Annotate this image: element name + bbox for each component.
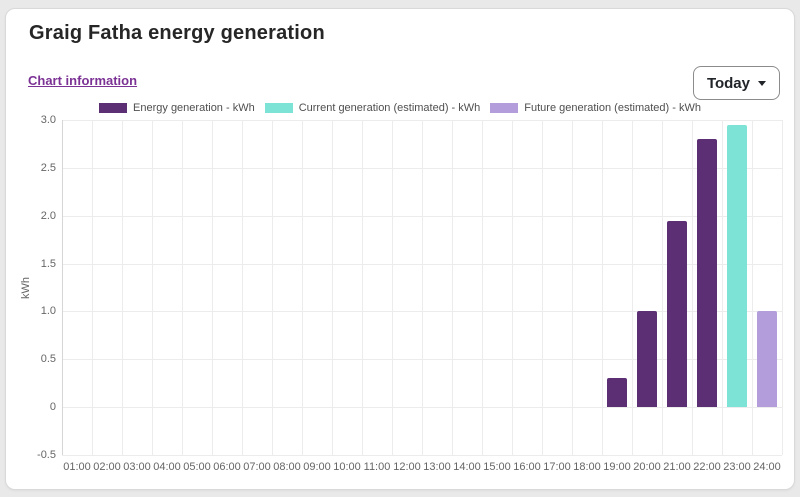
vertical-gridline [392,120,393,455]
vertical-gridline [662,120,663,455]
vertical-gridline [302,120,303,455]
x-tick-label: 18:00 [573,461,601,473]
legend-swatch-icon [264,103,293,113]
x-tick-label: 02:00 [93,461,121,473]
vertical-gridline [422,120,423,455]
vertical-gridline [182,120,183,455]
y-tick-label: 2.0 [40,209,56,222]
x-tick-label: 14:00 [453,461,481,473]
x-tick-label: 05:00 [183,461,211,473]
x-tick-label: 22:00 [693,461,721,473]
period-dropdown-label: Today [706,74,750,92]
horizontal-gridline [62,455,782,456]
vertical-gridline [482,120,483,455]
legend-item-label: Energy generation - kWh [133,102,255,114]
vertical-gridline [92,120,93,455]
vertical-gridline [242,120,243,455]
x-tick-label: 10:00 [333,461,361,473]
vertical-gridline [212,120,213,455]
x-tick-label: 09:00 [303,461,331,473]
x-tick-label: 01:00 [63,461,91,473]
legend-swatch-icon [490,103,519,113]
x-tick-label: 17:00 [543,461,571,473]
vertical-gridline [722,120,723,455]
x-tick-label: 04:00 [153,461,181,473]
y-tick-label: 2.5 [40,161,56,174]
vertical-gridline [362,120,363,455]
x-tick-label: 07:00 [243,461,271,473]
vertical-gridline [632,120,633,455]
vertical-gridline [512,120,513,455]
legend-swatch-icon [99,103,128,113]
x-tick-label: 16:00 [513,461,541,473]
x-tick-label: 23:00 [723,461,751,473]
vertical-gridline [452,120,453,455]
x-tick-label: 19:00 [603,461,631,473]
y-tick-label: 3.0 [40,114,56,126]
vertical-gridline [782,120,783,455]
chart-legend: Energy generation - kWh Current generatio… [6,102,794,114]
y-tick-label: -0.5 [37,449,56,461]
x-tick-label: 11:00 [363,461,391,473]
bar-22:00-energy[interactable] [697,139,717,408]
y-axis-tick-labels: 3.0 2.5 2.0 1.5 1.0 0.5 0 -0.5 [6,114,56,461]
chart-card: Graig Fatha energy generation Chart info… [5,8,795,490]
legend-item-current[interactable]: Current generation (estimated) - kWh [264,102,481,114]
bar-19:00-energy[interactable] [607,378,627,408]
page-title: Graig Fatha energy generation [29,22,325,44]
chart-plot-area: 01:00 02:00 03:00 04:00 05:00 06:00 07:00 08:00… [62,120,783,473]
bar-20:00-energy[interactable] [637,311,657,408]
bar-21:00-energy[interactable] [667,220,687,408]
x-tick-label: 13:00 [423,461,451,473]
vertical-gridline [692,120,693,455]
vertical-gridline [152,120,153,455]
vertical-gridline [572,120,573,455]
vertical-gridline [272,120,273,455]
bar-23:00-current[interactable] [727,124,747,408]
y-tick-label: 1.5 [40,257,56,270]
vertical-gridline [752,120,753,455]
bar-24:00-future[interactable] [757,311,777,408]
vertical-gridline [602,120,603,455]
y-axis-line [62,120,63,455]
vertical-gridline [542,120,543,455]
legend-item-label: Future generation (estimated) - kWh [524,102,701,114]
y-tick-label: 1.0 [40,305,56,318]
legend-item-label: Current generation (estimated) - kWh [298,102,481,114]
vertical-gridline [332,120,333,455]
vertical-gridline [122,120,123,455]
x-tick-label: 08:00 [273,461,301,473]
y-tick-label: 0 [49,401,56,414]
x-tick-label: 12:00 [393,461,421,473]
legend-item-future[interactable]: Future generation (estimated) - kWh [490,102,701,114]
caret-down-icon [758,80,766,86]
x-tick-label: 06:00 [213,461,241,473]
period-dropdown-button[interactable]: Today [692,66,780,100]
chart-information-link[interactable]: Chart information [28,73,138,88]
x-tick-label: 21:00 [663,461,691,473]
x-tick-label: 15:00 [483,461,511,473]
x-tick-label: 24:00 [753,461,781,473]
x-tick-label: 20:00 [633,461,661,473]
x-tick-label: 03:00 [123,461,151,473]
y-tick-label: 0.5 [40,353,56,366]
legend-item-energy[interactable]: Energy generation - kWh [99,102,255,114]
